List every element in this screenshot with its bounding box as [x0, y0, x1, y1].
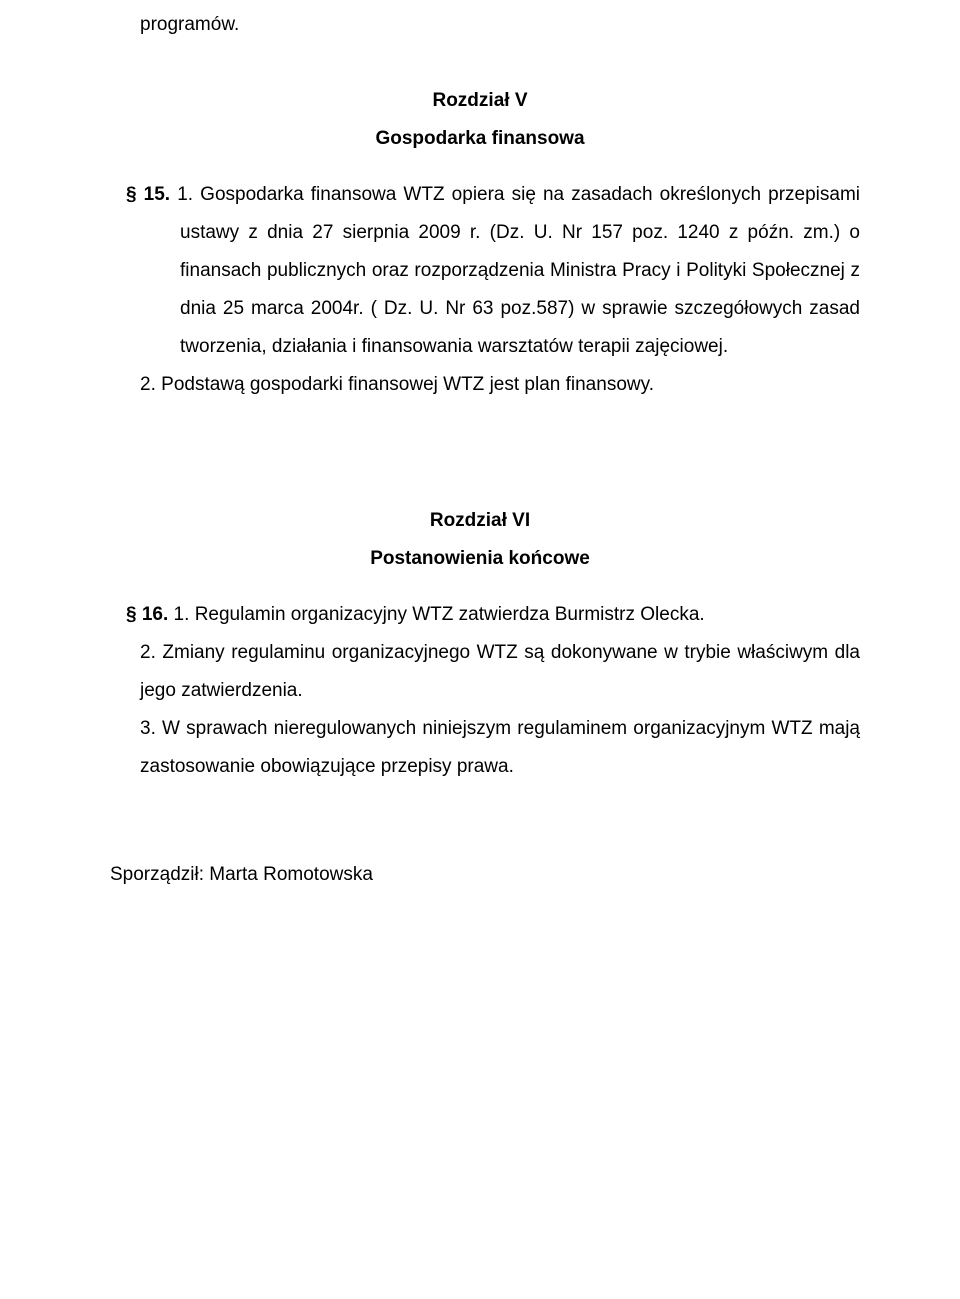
- section-16-p2-num: 2.: [140, 642, 156, 663]
- section-15-p2-text: Podstawą gospodarki finansowej WTZ jest …: [161, 374, 654, 395]
- section-15-marker: § 15.: [126, 184, 170, 205]
- page-content: programów. Rozdział V Gospodarka finanso…: [0, 6, 960, 894]
- section-16-p1-text: Regulamin organizacyjny WTZ zatwierdza B…: [195, 604, 705, 625]
- continuation-text: programów.: [140, 6, 860, 44]
- section-15-p1: § 15. 1. Gospodarka finansowa WTZ opiera…: [180, 176, 860, 366]
- section-16-p3-num: 3.: [140, 718, 156, 739]
- chapter-6-heading: Rozdział VI: [100, 502, 860, 540]
- section-16-marker: § 16.: [126, 604, 168, 625]
- section-16-p2: 2. Zmiany regulaminu organizacyjnego WTZ…: [140, 634, 860, 710]
- chapter-5-heading: Rozdział V: [100, 82, 860, 120]
- section-15-p1-num: 1.: [177, 184, 193, 205]
- section-15-p1-text: Gospodarka finansowa WTZ opiera się na z…: [180, 184, 860, 357]
- section-16-p1: § 16. 1. Regulamin organizacyjny WTZ zat…: [180, 596, 860, 634]
- section-15-p2: 2. Podstawą gospodarki finansowej WTZ je…: [140, 366, 860, 404]
- chapter-6-title: Postanowienia końcowe: [100, 540, 860, 578]
- section-16-p3: 3. W sprawach nieregulowanych niniejszym…: [140, 710, 860, 786]
- section-16-p2-text: Zmiany regulaminu organizacyjnego WTZ są…: [140, 642, 860, 701]
- spacer: [100, 404, 860, 464]
- author-line: Sporządził: Marta Romotowska: [110, 856, 860, 894]
- section-16-p3-text: W sprawach nieregulowanych niniejszym re…: [140, 718, 860, 777]
- section-16-p1-num: 1.: [174, 604, 190, 625]
- section-15-p2-num: 2.: [140, 374, 156, 395]
- chapter-5-title: Gospodarka finansowa: [100, 120, 860, 158]
